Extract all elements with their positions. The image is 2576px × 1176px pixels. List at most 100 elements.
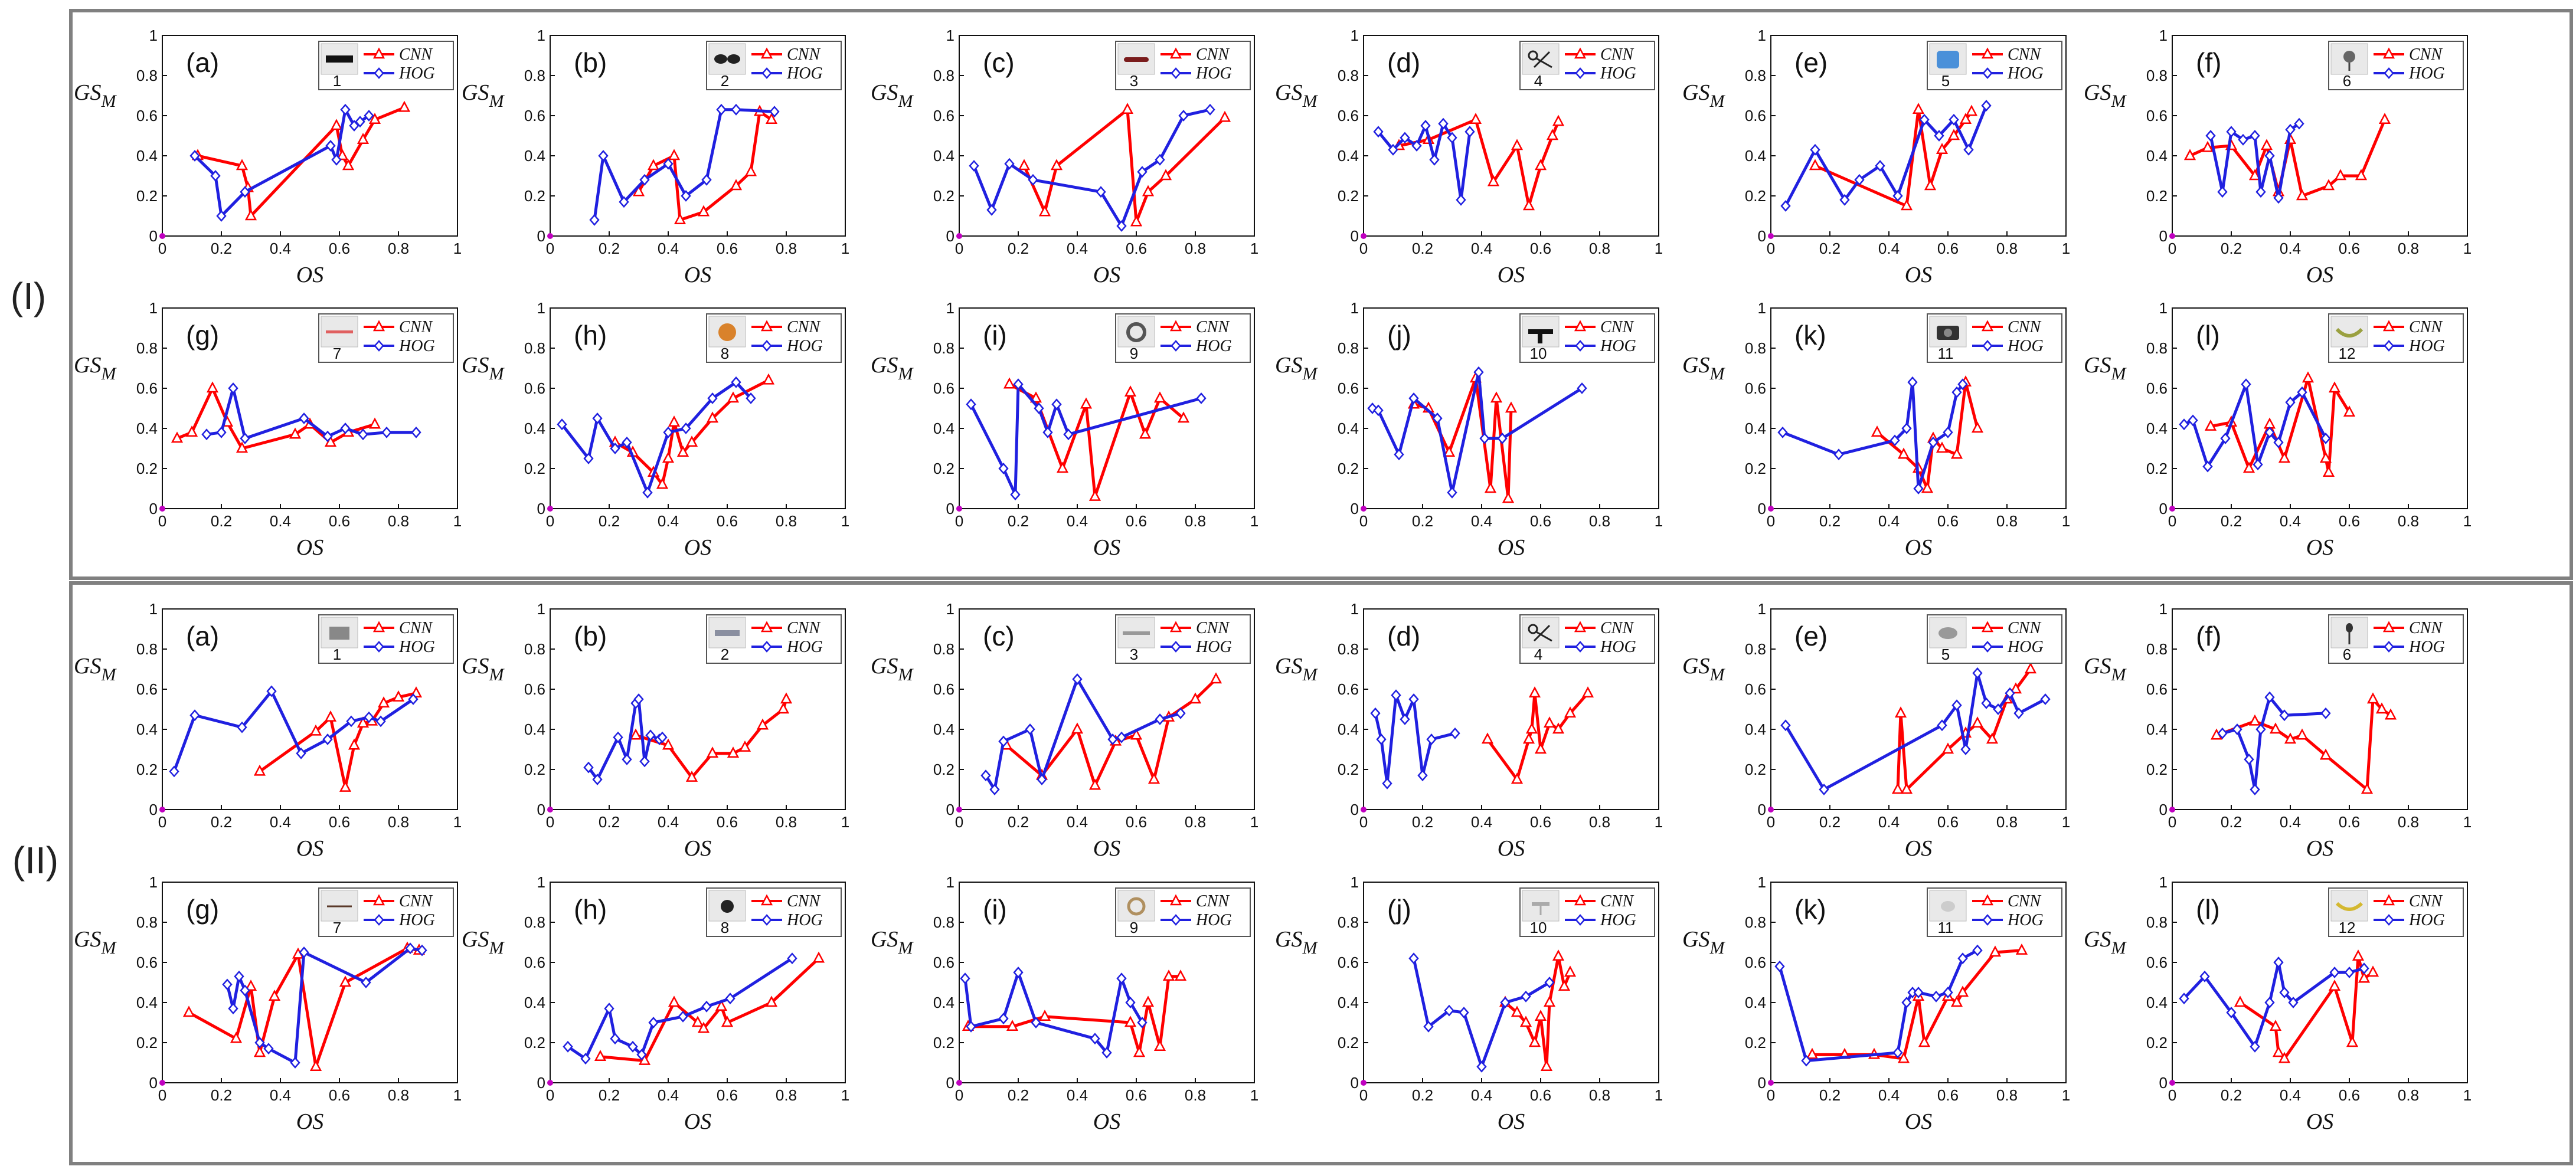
charts-layer: 0 0.2 0.4 0.6 0.8 100.20.40.60.81OSGSM(a)1CNN… [74, 27, 2472, 1134]
y-axis-title-main: GS [1275, 80, 1302, 105]
scissors-object-icon [1528, 624, 1552, 642]
y-tick-label: 0.4 [136, 420, 158, 437]
hog-marker [2220, 433, 2231, 444]
y-tick-label: 1 [149, 299, 158, 317]
object-number: 1 [333, 72, 341, 90]
cnn-marker [1552, 722, 1565, 734]
x-tick-label: 1 [453, 813, 462, 831]
y-axis-title-sub: M [1302, 91, 1318, 111]
x-axis-title: OS [1905, 836, 1932, 861]
cnn-marker [1809, 159, 1822, 171]
object-thumbnail [1522, 43, 1560, 75]
hog-line [593, 108, 775, 221]
hog-marker [1901, 997, 1912, 1008]
origin-dot [956, 807, 962, 813]
hog-marker [2250, 130, 2260, 142]
cnn-marker [171, 431, 184, 443]
y-tick-label: 1 [1758, 873, 1766, 891]
panel-letter: (j) [1387, 894, 1411, 925]
cnn-marker [721, 1016, 734, 1027]
legend-hog-label: HOG [2408, 638, 2445, 656]
y-axis-title-main: GS [1275, 353, 1302, 378]
y-axis-title-sub: M [100, 364, 117, 384]
y-tick-label: 0.4 [524, 720, 545, 738]
legend-cnn-marker [760, 320, 773, 332]
object-number: 10 [1530, 919, 1547, 936]
object-number: 4 [1534, 646, 1542, 663]
camera-lens [1944, 329, 1952, 337]
dark-ball-object-icon [721, 900, 734, 913]
x-tick-label: 0.2 [211, 1086, 232, 1104]
y-tick-label: 0.4 [524, 994, 545, 1011]
hog-marker [622, 754, 632, 765]
y-tick-label: 0.2 [933, 1034, 954, 1051]
hog-series [969, 103, 1215, 232]
legend-hog-label: HOG [786, 638, 823, 656]
object-thumbnail [1117, 316, 1155, 348]
hog-marker [1993, 703, 2003, 715]
banana-shape [2335, 327, 2363, 338]
y-tick-label: 0.8 [524, 913, 545, 931]
hog-marker [1456, 194, 1466, 206]
x-axis-title: OS [684, 1109, 711, 1134]
cnn-marker [1003, 377, 1016, 389]
y-axis-title-main: GS [1275, 927, 1302, 952]
legend-hog-label: HOG [2408, 337, 2445, 355]
cnn-marker [1989, 945, 2002, 957]
hog-marker [583, 761, 594, 774]
cnn-marker [1018, 159, 1031, 171]
legend-cnn-marker [1169, 320, 1182, 332]
hog-marker [222, 978, 233, 991]
origin-dot [1768, 807, 1774, 813]
y-tick-label: 0.6 [136, 107, 158, 125]
y-axis-title-main: GS [871, 927, 898, 952]
y-tick-label: 0.2 [524, 1034, 545, 1051]
x-tick-label: 0 [546, 1086, 554, 1104]
cnn-marker [368, 113, 381, 125]
cnn-marker [1487, 175, 1500, 186]
hog-marker [1013, 967, 1024, 978]
hog-marker [592, 412, 603, 424]
cnn-line [1504, 955, 1572, 1069]
panel-letter: (f) [2196, 47, 2221, 78]
cnn-marker [244, 209, 257, 221]
object-thumbnail [2330, 43, 2368, 75]
x-tick-label: 0.8 [2398, 240, 2419, 257]
y-tick-label: 0.8 [136, 339, 158, 357]
object-thumbnail [2330, 316, 2368, 348]
cnn-marker [2384, 708, 2397, 720]
hog-marker [2005, 687, 2015, 699]
cnn-marker [206, 381, 219, 393]
cnn-marker [309, 1060, 322, 1072]
hog-marker [1423, 1020, 1434, 1033]
hog-marker [980, 769, 991, 782]
panel-letter: (h) [574, 320, 607, 350]
cnn-marker [668, 149, 681, 160]
scissors-object-icon [1528, 50, 1552, 68]
cnn-series [1000, 672, 1222, 790]
cnn-marker [398, 100, 411, 112]
hog-marker [1031, 1017, 1041, 1028]
x-tick-label: 0.8 [388, 240, 409, 257]
hog-marker [1892, 190, 1903, 202]
hog-marker [627, 1040, 638, 1053]
hog-line [984, 677, 1181, 791]
y-tick-label: 1 [946, 299, 954, 317]
hog-marker [966, 1020, 976, 1033]
cnn-series [2210, 692, 2397, 794]
y-tick-label: 0.8 [136, 640, 158, 658]
y-tick-label: 0.2 [933, 187, 954, 205]
hog-marker [1577, 382, 1587, 394]
hog-marker [986, 204, 997, 216]
x-tick-label: 0.8 [1589, 813, 1610, 831]
hog-marker [610, 1033, 620, 1045]
legend-hog-marker [2384, 641, 2394, 653]
legend-cnn-marker [1981, 47, 1994, 59]
panel-letter: (c) [983, 621, 1015, 651]
hog-marker [1175, 707, 1186, 719]
x-tick-label: 0.2 [1412, 512, 1433, 530]
y-tick-label: 0.4 [136, 720, 158, 738]
hog-marker [1400, 713, 1410, 725]
